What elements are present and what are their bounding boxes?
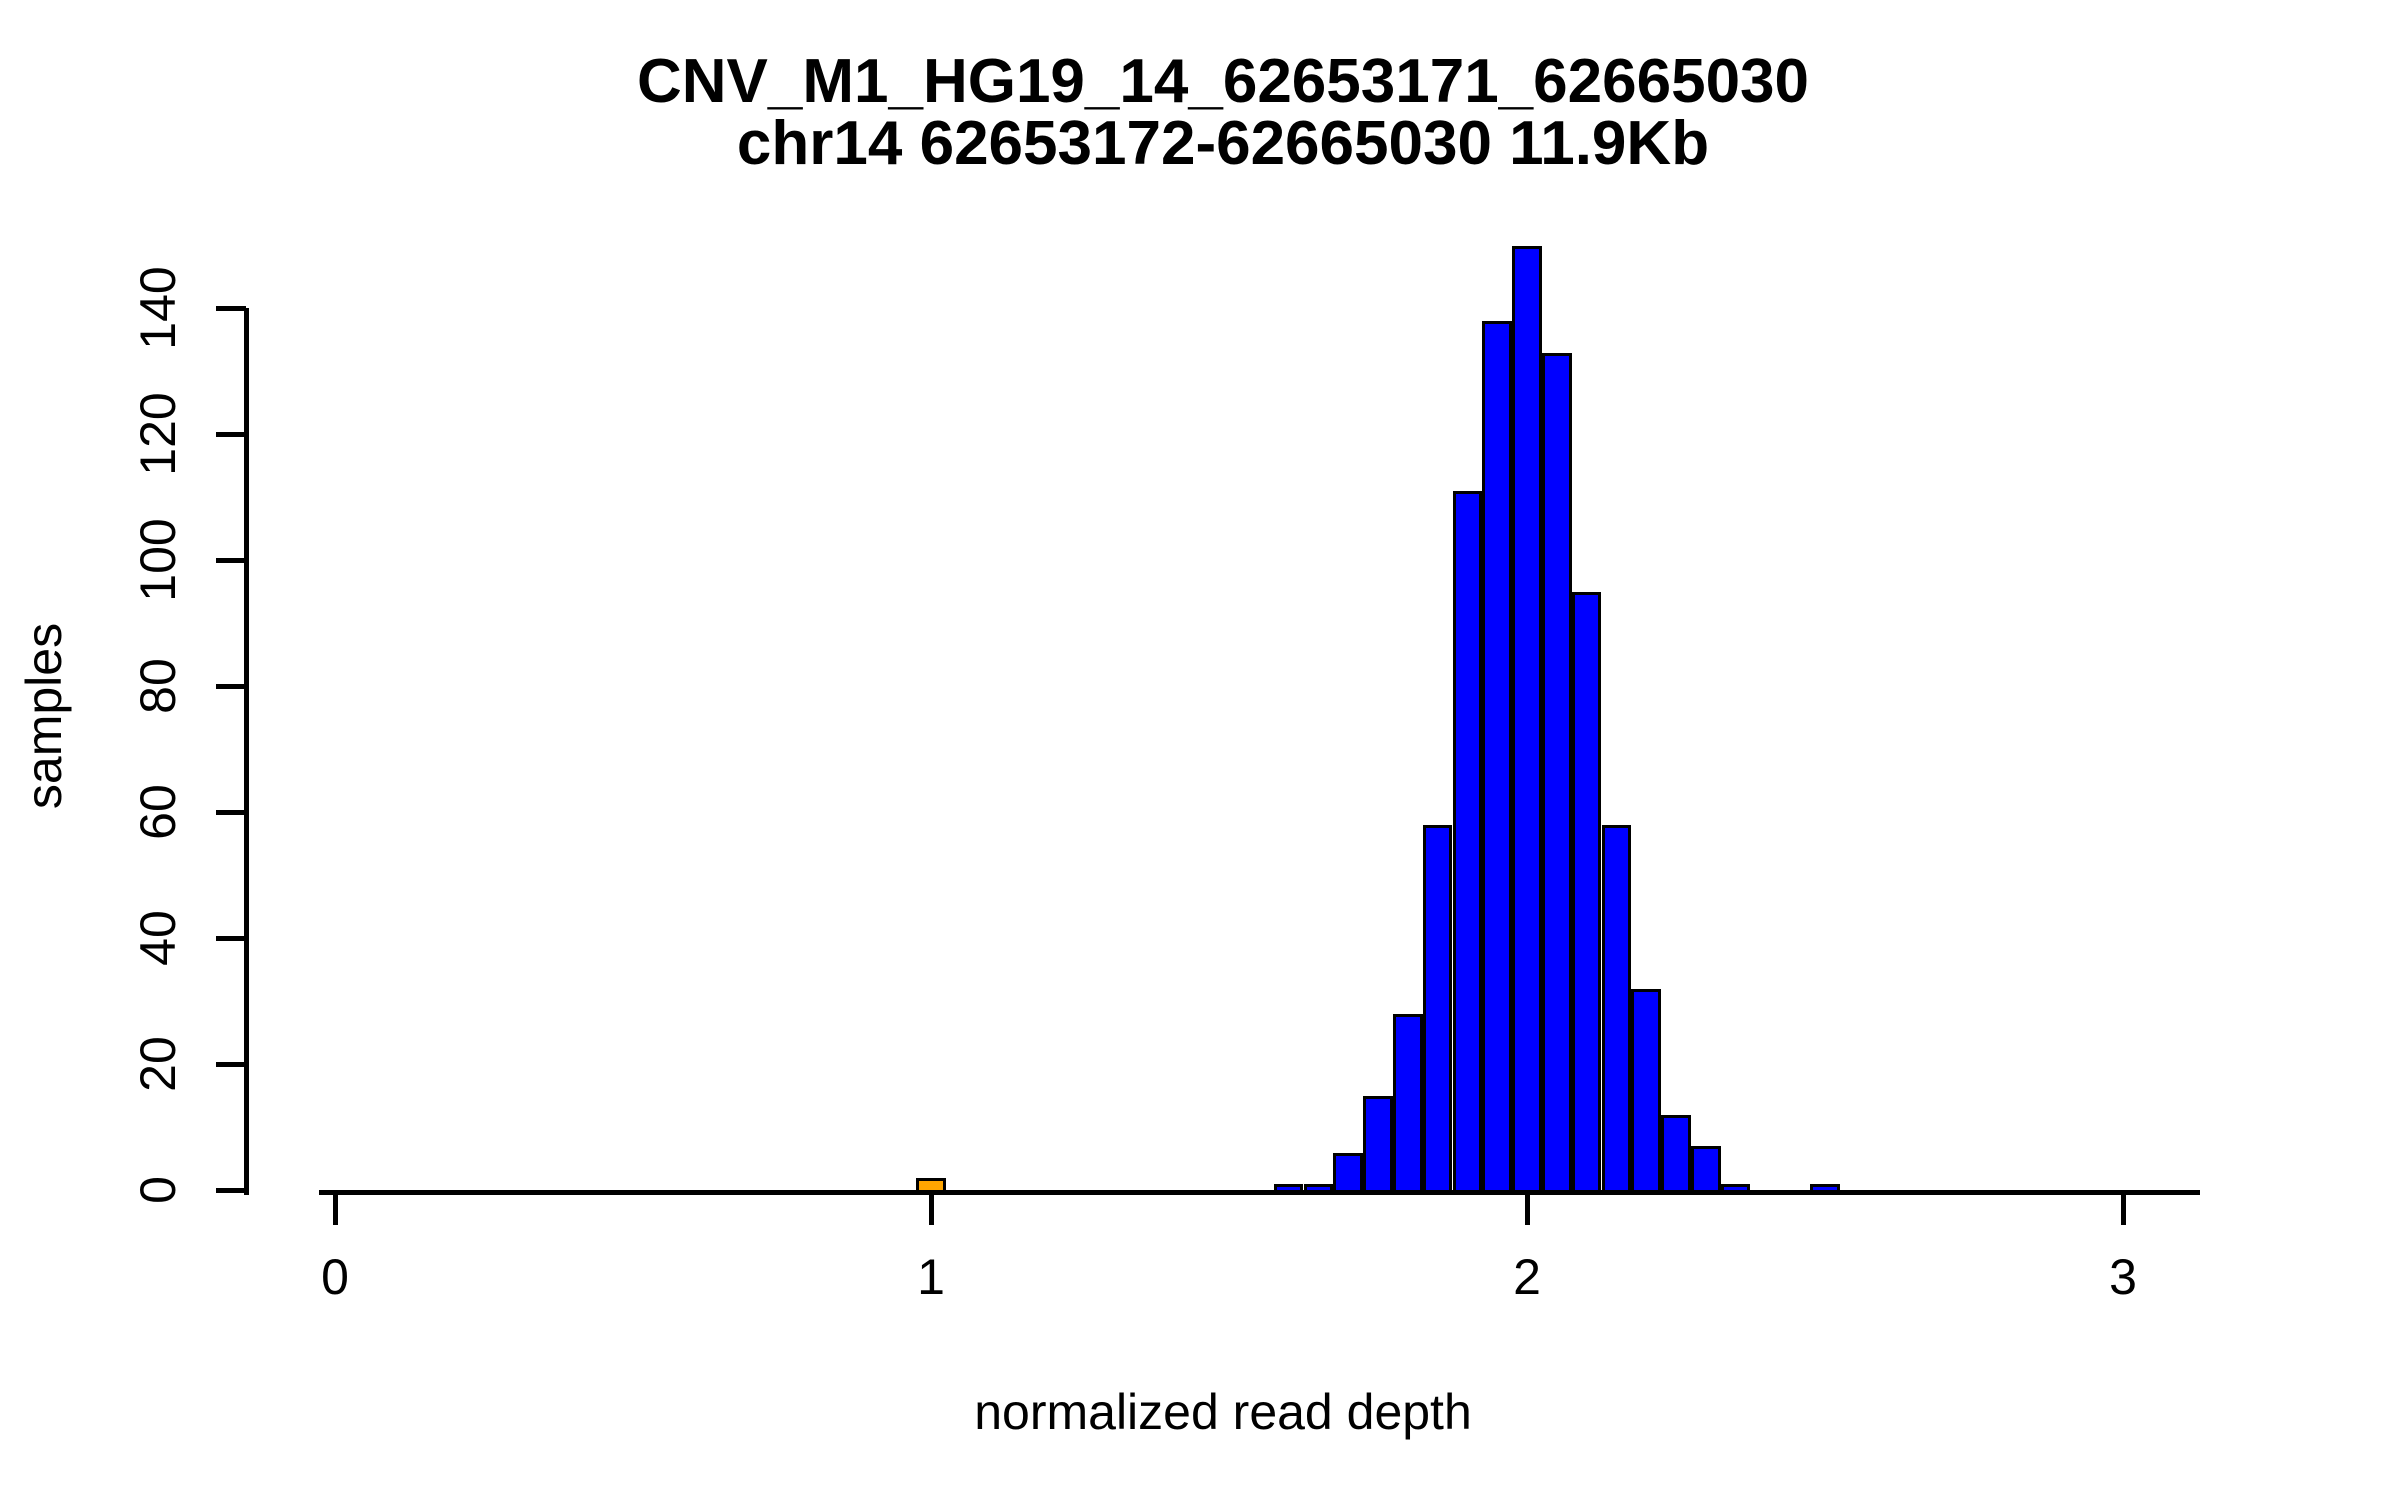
y-tick <box>216 809 246 815</box>
y-tick-label: 100 <box>130 518 186 602</box>
y-tick <box>216 683 246 689</box>
chart-title: CNV_M1_HG19_14_62653171_62665030 <box>636 47 1810 116</box>
y-tick-label: 140 <box>130 266 186 350</box>
histogram-bar <box>1392 1014 1423 1194</box>
y-axis-line <box>244 308 249 1195</box>
y-tick <box>216 557 246 563</box>
chart-subtitle: chr14 62653172-62665030 11.9Kb <box>736 109 1710 178</box>
y-tick-label: 0 <box>130 1176 186 1204</box>
x-axis-label: normalized read depth <box>974 1384 1472 1440</box>
x-tick-label: 2 <box>1513 1249 1541 1305</box>
x-tick <box>1524 1195 1530 1225</box>
histogram-bar <box>1661 1114 1691 1194</box>
x-tick-label: 3 <box>2109 1249 2137 1305</box>
y-tick-label: 40 <box>130 910 186 966</box>
histogram-bar <box>1512 245 1542 1194</box>
x-tick-label: 0 <box>321 1249 349 1305</box>
x-axis-line <box>319 1190 2200 1195</box>
x-tick <box>928 1195 934 1225</box>
y-tick <box>216 1061 246 1067</box>
histogram-bar <box>1482 321 1513 1194</box>
x-tick-label: 1 <box>917 1249 945 1305</box>
y-tick <box>216 305 246 311</box>
y-tick-label: 20 <box>130 1036 186 1092</box>
histogram-bar <box>1422 825 1453 1194</box>
y-tick-label: 60 <box>130 784 186 840</box>
y-tick-label: 80 <box>130 658 186 714</box>
histogram-bar <box>1452 491 1483 1194</box>
y-tick-label: 120 <box>130 392 186 476</box>
histogram-bar <box>1631 988 1662 1194</box>
histogram-bar <box>1333 1152 1364 1194</box>
histogram-bar <box>1541 352 1572 1194</box>
histogram-bar <box>1601 825 1632 1194</box>
y-axis-label: samples <box>16 622 72 810</box>
y-tick <box>216 431 246 437</box>
y-tick <box>216 935 246 941</box>
histogram-bar <box>1571 592 1602 1194</box>
x-tick <box>2120 1195 2126 1225</box>
histogram-bar <box>1690 1146 1721 1194</box>
x-tick <box>332 1195 338 1225</box>
histogram-bar <box>1363 1096 1393 1194</box>
y-tick <box>216 1187 246 1193</box>
